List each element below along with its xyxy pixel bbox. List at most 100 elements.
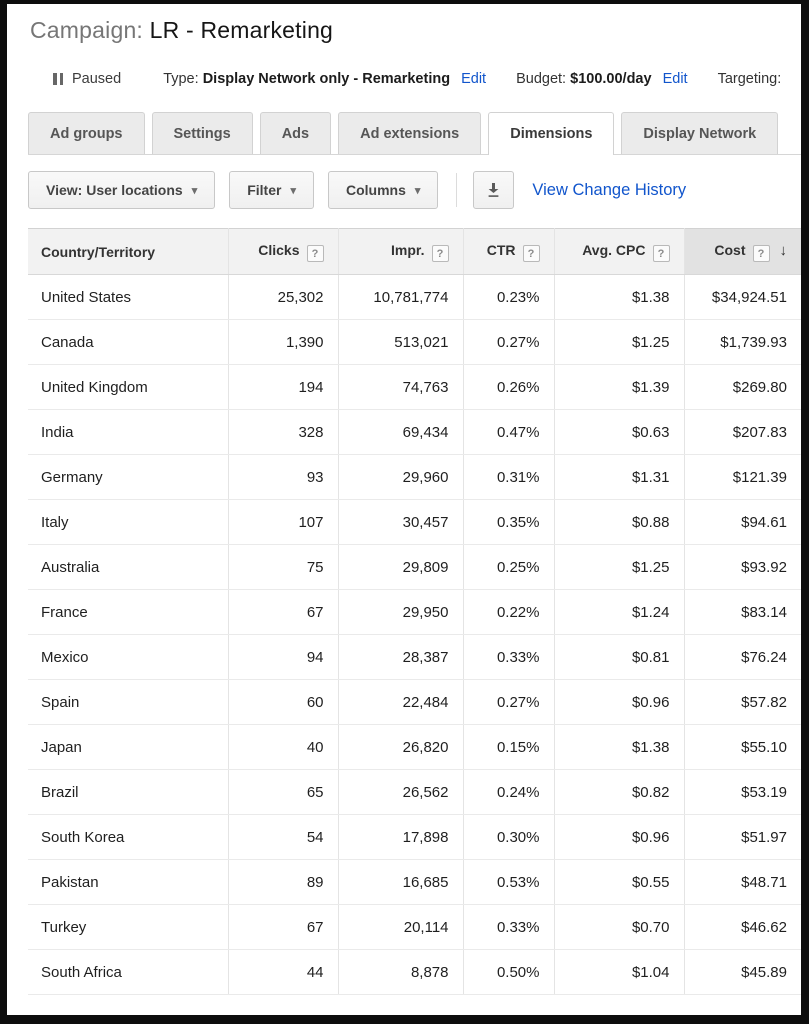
columns-dropdown-button[interactable]: Columns ▾ <box>327 171 439 209</box>
cell-avg-cpc: $0.63 <box>553 409 684 455</box>
table-body: United States 25,302 10,781,774 0.23% $1.38 $… <box>28 274 801 995</box>
cell-clicks: 328 <box>227 409 338 455</box>
cell-impr: 22,484 <box>337 679 463 725</box>
table-row: United States 25,302 10,781,774 0.23% $1.38 $… <box>28 274 801 320</box>
cell-ctr: 0.33% <box>462 634 554 680</box>
table-row: Australia 75 29,809 0.25% $1.25 $93.92 <box>28 544 801 590</box>
help-icon[interactable]: ? <box>522 244 540 262</box>
cell-cost: $46.62 <box>683 904 801 950</box>
table-row: South Korea 54 17,898 0.30% $0.96 $51.97 <box>28 814 801 860</box>
campaign-label: Campaign: <box>30 17 144 43</box>
column-header-country-territory[interactable]: Country/Territory <box>28 228 228 275</box>
cell-ctr: 0.23% <box>462 274 554 320</box>
status-badge: Paused <box>72 71 122 87</box>
table-row: Italy 107 30,457 0.35% $0.88 $94.61 <box>28 499 801 545</box>
cell-avg-cpc: $0.55 <box>553 859 684 905</box>
tab-ads[interactable]: Ads <box>259 112 332 154</box>
type-edit-link[interactable]: Edit <box>461 71 487 87</box>
cell-country: Spain <box>28 679 228 725</box>
column-header-cost[interactable]: Cost? ↓ <box>683 228 801 275</box>
cell-cost: $51.97 <box>683 814 801 860</box>
help-icon[interactable]: ? <box>752 244 770 262</box>
tab-settings[interactable]: Settings <box>151 112 253 154</box>
view-change-history-link[interactable]: View Change History <box>532 180 687 199</box>
cell-country: Canada <box>28 319 228 365</box>
cell-cost: $207.83 <box>683 409 801 455</box>
tab-dimensions[interactable]: Dimensions <box>488 112 615 155</box>
cell-ctr: 0.35% <box>462 499 554 545</box>
sort-descending-icon[interactable]: ↓ <box>779 241 788 259</box>
cell-ctr: 0.25% <box>462 544 554 590</box>
cell-avg-cpc: $1.39 <box>553 364 684 410</box>
cell-impr: 17,898 <box>337 814 463 860</box>
view-dropdown-button[interactable]: View: User locations ▾ <box>28 171 216 209</box>
cell-impr: 20,114 <box>337 904 463 950</box>
cell-impr: 26,562 <box>337 769 463 815</box>
column-header-clicks[interactable]: Clicks? <box>227 228 338 275</box>
cell-ctr: 0.15% <box>462 724 554 770</box>
column-label: Cost <box>714 241 746 258</box>
column-header-impr[interactable]: Impr.? <box>337 228 463 275</box>
column-label: Avg. CPC <box>582 241 646 258</box>
cell-country: India <box>28 409 228 455</box>
column-header-ctr[interactable]: CTR? <box>462 228 554 275</box>
cell-cost: $55.10 <box>683 724 801 770</box>
help-icon[interactable]: ? <box>306 244 324 262</box>
cell-cost: $121.39 <box>683 454 801 500</box>
cell-avg-cpc: $0.70 <box>553 904 684 950</box>
download-button[interactable] <box>473 171 515 209</box>
column-header-avg-cpc[interactable]: Avg. CPC? <box>553 228 684 275</box>
cell-country: France <box>28 589 228 635</box>
cell-avg-cpc: $0.96 <box>553 814 684 860</box>
cell-cost: $57.82 <box>683 679 801 725</box>
page-title: Campaign: LR - Remarketing <box>7 4 801 44</box>
cell-clicks: 94 <box>227 634 338 680</box>
tab-ad-groups[interactable]: Ad groups <box>28 112 145 154</box>
cell-cost: $53.19 <box>683 769 801 815</box>
targeting-label: Targeting: <box>717 71 782 87</box>
budget-value: $100.00/day <box>570 71 652 87</box>
cell-ctr: 0.47% <box>462 409 554 455</box>
cell-ctr: 0.53% <box>462 859 554 905</box>
budget-edit-link[interactable]: Edit <box>662 71 688 87</box>
columns-dropdown-label: Columns <box>345 182 406 198</box>
table-row: Brazil 65 26,562 0.24% $0.82 $53.19 <box>28 769 801 815</box>
table-row: Mexico 94 28,387 0.33% $0.81 $76.24 <box>28 634 801 680</box>
cell-cost: $48.71 <box>683 859 801 905</box>
tab-ad-extensions[interactable]: Ad extensions <box>338 112 482 154</box>
cell-ctr: 0.27% <box>462 319 554 365</box>
cell-ctr: 0.33% <box>462 904 554 950</box>
view-dropdown-label: View: User locations <box>46 182 183 198</box>
tab-display-network[interactable]: Display Network <box>621 112 779 154</box>
cell-country: South Africa <box>28 949 228 995</box>
cell-cost: $1,739.93 <box>683 319 801 365</box>
cell-clicks: 1,390 <box>227 319 338 365</box>
cell-ctr: 0.50% <box>462 949 554 995</box>
cell-ctr: 0.22% <box>462 589 554 635</box>
cell-clicks: 44 <box>227 949 338 995</box>
pause-icon[interactable] <box>53 73 63 85</box>
cell-clicks: 60 <box>227 679 338 725</box>
table-row: Japan 40 26,820 0.15% $1.38 $55.10 <box>28 724 801 770</box>
filter-dropdown-button[interactable]: Filter ▾ <box>229 171 314 209</box>
column-label: Clicks <box>258 241 300 258</box>
campaign-type: Type: Display Network only - Remarketing… <box>163 71 486 87</box>
cell-ctr: 0.26% <box>462 364 554 410</box>
cell-impr: 26,820 <box>337 724 463 770</box>
column-label: Impr. <box>391 241 425 258</box>
help-icon[interactable]: ? <box>431 244 449 262</box>
toolbar-divider <box>456 173 458 207</box>
cell-avg-cpc: $0.88 <box>553 499 684 545</box>
table-row: Canada 1,390 513,021 0.27% $1.25 $1,739.93 <box>28 319 801 365</box>
cell-country: Australia <box>28 544 228 590</box>
cell-avg-cpc: $0.96 <box>553 679 684 725</box>
chevron-down-icon: ▾ <box>191 184 198 197</box>
cell-cost: $34,924.51 <box>683 274 801 320</box>
help-icon[interactable]: ? <box>652 244 670 262</box>
column-label: Country/Territory <box>41 243 156 260</box>
locations-table: Country/Territory Clicks? Impr.? CTR? Avg. C… <box>28 228 801 995</box>
column-label: CTR <box>486 241 516 258</box>
cell-country: Japan <box>28 724 228 770</box>
cell-clicks: 93 <box>227 454 338 500</box>
table-row: India 328 69,434 0.47% $0.63 $207.83 <box>28 409 801 455</box>
